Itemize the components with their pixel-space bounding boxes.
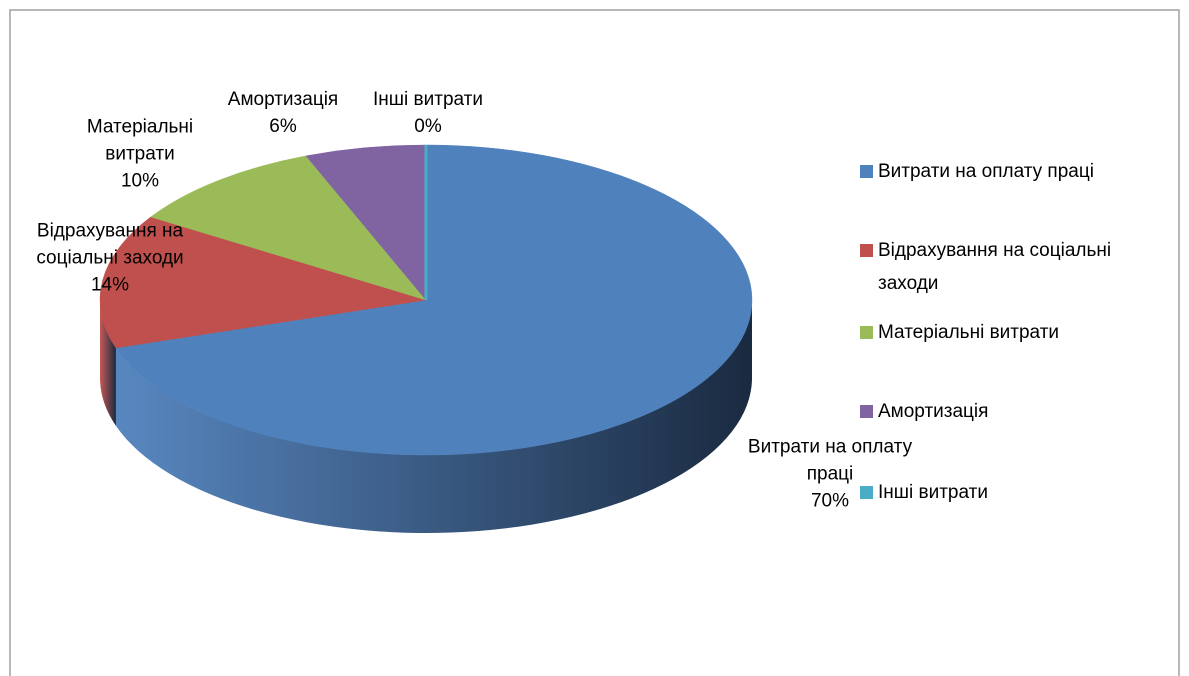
legend-swatch: [860, 165, 873, 178]
data-label-value: 10%: [120, 170, 160, 192]
legend-label: Амортизація: [878, 401, 989, 422]
data-label: Витрати на оплату праці 70%: [725, 434, 935, 515]
legend-swatch: [860, 486, 873, 499]
slice-side: [115, 300, 753, 533]
data-label: Відрахування на соціальні заходи 14%: [5, 218, 215, 299]
legend-swatch: [860, 244, 873, 257]
slice: [305, 144, 427, 301]
legend-label: Інші витрати: [878, 482, 988, 503]
data-label-name: Матеріальні витрати: [86, 116, 194, 165]
slice: [150, 155, 427, 301]
data-label-name: Відрахування на соціальні заходи: [36, 220, 184, 269]
data-label: Матеріальні витрати 10%: [75, 114, 205, 195]
slice: [115, 144, 753, 456]
data-label: Інші витрати 0%: [348, 86, 508, 140]
data-label-value: 14%: [90, 274, 130, 296]
legend-swatch: [860, 405, 873, 418]
legend-label: Витрати на оплату праці: [878, 161, 1094, 182]
data-label: Амортизація 6%: [203, 86, 363, 140]
data-label-name: Витрати на оплату праці: [747, 436, 913, 485]
slice-side: [100, 300, 116, 426]
legend-label: Відрахування на соціальні заходи: [878, 240, 1112, 294]
frame: [9, 9, 1180, 676]
data-label-value: 0%: [414, 116, 442, 137]
data-label-value: 6%: [269, 116, 297, 137]
legend-label: Матеріальні витрати: [878, 322, 1060, 343]
data-label-value: 70%: [810, 490, 850, 512]
data-label-name: Інші витрати: [373, 89, 483, 110]
legend-swatch: [860, 326, 873, 339]
data-label-name: Амортизація: [227, 89, 339, 110]
slice: [99, 216, 427, 349]
